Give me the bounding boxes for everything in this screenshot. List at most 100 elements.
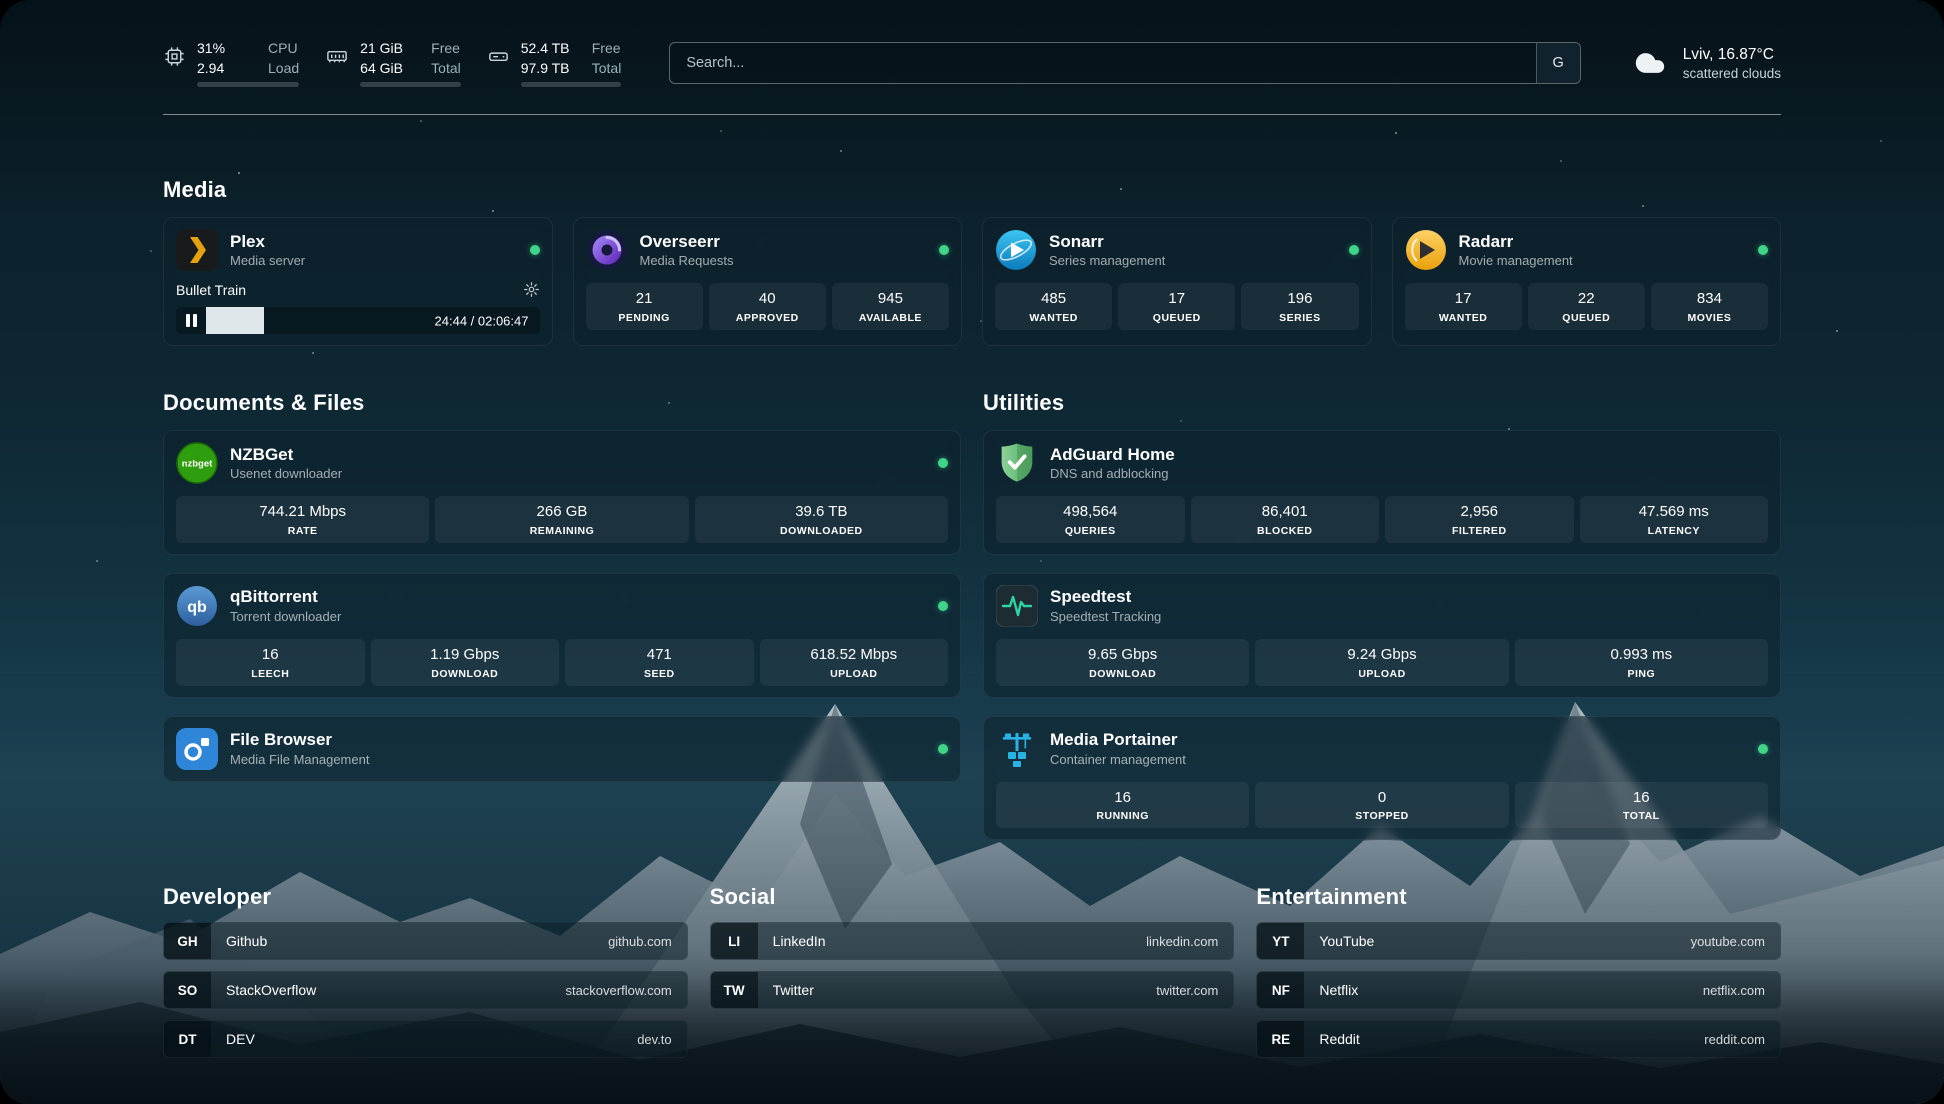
stat-wanted: 17 WANTED	[1404, 283, 1522, 330]
stat-value: 86,401	[1261, 503, 1308, 520]
pause-icon[interactable]	[186, 314, 197, 327]
bookmark-name: Github	[226, 933, 268, 950]
bookmark-abbr: TW	[710, 972, 758, 1009]
bookmark-github[interactable]: GH Github github.com	[163, 922, 688, 961]
speedtest-icon	[996, 584, 1038, 627]
stat-label: MOVIES	[1687, 311, 1732, 324]
bookmark-stackoverflow[interactable]: SO StackOverflow stackoverflow.com	[163, 971, 688, 1010]
stat-label: SEED	[643, 667, 675, 680]
stat-value: 17	[1168, 290, 1186, 307]
disk-progress-bar	[520, 81, 622, 87]
app-card-radarr[interactable]: Radarr Movie management 17 WANTED 22 QUEUE…	[1391, 217, 1781, 346]
stat-label: REMAINING	[529, 524, 595, 537]
stat-movies: 834 MOVIES	[1650, 283, 1769, 330]
bookmark-url: dev.to	[637, 1031, 672, 1047]
bookmark-url: github.com	[608, 933, 672, 949]
bookmark-name: Reddit	[1319, 1031, 1360, 1048]
stat-available: 945 AVAILABLE	[831, 283, 950, 330]
stat-value: 16	[1114, 788, 1131, 806]
ram-progress-bar	[360, 81, 461, 87]
documents-section: Documents & Files nzbget NZBGet Usenet d…	[163, 390, 961, 782]
bookmark-dev[interactable]: DT DEV dev.to	[163, 1020, 688, 1059]
status-online-dot	[1348, 245, 1359, 255]
ram-free: 21 GiB	[360, 40, 403, 57]
bookmark-reddit[interactable]: RE Reddit reddit.com	[1256, 1020, 1781, 1059]
stat-latency: 47.569 ms LATENCY	[1579, 496, 1768, 543]
stat-download: 1.19 Gbps DOWNLOAD	[370, 638, 559, 686]
weather-widget: Lviv, 16.87°C scattered clouds	[1629, 46, 1781, 81]
section-heading-utilities: Utilities	[983, 390, 1065, 415]
media-section: Media Plex Media server Bullet	[163, 177, 1781, 346]
bookmark-linkedin[interactable]: LI LinkedIn linkedin.com	[709, 922, 1235, 961]
bookmark-twitter[interactable]: TW Twitter twitter.com	[709, 971, 1235, 1010]
stat-remaining: 266 GB REMAINING	[435, 496, 689, 543]
app-subtitle: Speedtest Tracking	[1050, 609, 1162, 625]
app-card-portainer[interactable]: Media Portainer Container management 16 R…	[983, 715, 1781, 841]
stat-label: UPLOAD	[830, 667, 878, 680]
status-online-dot	[529, 245, 540, 255]
bookmark-youtube[interactable]: YT YouTube youtube.com	[1256, 922, 1781, 961]
stat-label: WANTED	[1438, 311, 1488, 324]
stat-label: AVAILABLE	[858, 311, 922, 324]
search-engine-button[interactable]: G	[1535, 43, 1580, 83]
stat-wanted: 485 WANTED	[995, 283, 1113, 330]
playback-seek-bar[interactable]: 24:44 / 02:06:47	[176, 307, 540, 334]
stat-value: 0.993 ms	[1610, 645, 1673, 663]
stat-rate: 744.21 Mbps RATE	[176, 496, 430, 543]
app-name: Plex	[230, 231, 265, 251]
bookmark-name: StackOverflow	[226, 982, 317, 999]
stat-value: 744.21 Mbps	[259, 503, 347, 520]
bookmark-netflix[interactable]: NF Netflix netflix.com	[1256, 971, 1781, 1010]
app-card-sonarr[interactable]: Sonarr Series management 485 WANTED 17 QUE…	[982, 217, 1372, 346]
app-name: File Browser	[230, 730, 333, 750]
search-bar: G	[669, 42, 1581, 84]
app-card-speedtest[interactable]: Speedtest Speedtest Tracking 9.65 Gbps DO…	[983, 572, 1781, 698]
app-name: Media Portainer	[1050, 730, 1178, 750]
app-name: qBittorrent	[230, 587, 318, 607]
bookmark-name: Netflix	[1319, 982, 1359, 999]
portainer-icon	[996, 728, 1038, 770]
cpu-percent: 31%	[197, 40, 226, 57]
section-heading-developer: Developer	[163, 884, 272, 910]
status-online-dot	[938, 600, 948, 611]
disk-total-label: Total	[591, 59, 622, 76]
bookmark-url: linkedin.com	[1146, 933, 1219, 949]
stat-value: 266 GB	[536, 503, 588, 520]
stat-value: 17	[1454, 290, 1472, 307]
top-bar: 31% CPU 2.94 Load 21 GiB Free 64 GiB Total	[163, 36, 1781, 90]
hard-drive-icon	[487, 39, 510, 68]
stat-ping: 0.993 ms PING	[1514, 638, 1768, 686]
search-input[interactable]	[670, 55, 1536, 71]
stat-upload: 9.24 Gbps UPLOAD	[1255, 638, 1509, 686]
status-online-dot	[1758, 245, 1768, 255]
stat-pending: 21 PENDING	[585, 283, 703, 330]
bookmark-abbr: SO	[164, 972, 211, 1009]
cpu-widget: 31% CPU 2.94 Load	[163, 39, 300, 87]
stat-value: 9.24 Gbps	[1347, 645, 1417, 663]
stat-label: LATENCY	[1647, 524, 1700, 537]
stat-label: STOPPED	[1355, 810, 1409, 823]
app-card-filebrowser[interactable]: File Browser Media File Management	[163, 715, 961, 782]
app-card-overseerr[interactable]: Overseerr Media Requests 21 PENDING 40 APP…	[572, 217, 962, 346]
section-heading-social: Social	[709, 884, 776, 910]
media-card-grid: Plex Media server Bullet Train	[163, 217, 1781, 346]
settings-gear-icon[interactable]	[523, 281, 540, 298]
disk-total: 97.9 TB	[520, 59, 570, 76]
bookmark-abbr: DT	[164, 1021, 211, 1058]
stat-leech: 16 LEECH	[176, 638, 365, 686]
app-card-nzbget[interactable]: nzbget NZBGet Usenet downloader 744.21 M…	[163, 430, 961, 555]
app-card-plex[interactable]: Plex Media server Bullet Train	[163, 217, 553, 346]
disk-free-label: Free	[591, 40, 621, 57]
app-name: Sonarr	[1049, 231, 1104, 251]
app-subtitle: Series management	[1049, 253, 1166, 269]
stat-label: PENDING	[618, 311, 670, 324]
app-subtitle: Torrent downloader	[230, 609, 342, 625]
stat-value: 22	[1577, 290, 1595, 307]
app-card-qbittorrent[interactable]: qb qBittorrent Torrent downloader 16 LEEC…	[163, 572, 961, 698]
app-card-adguard[interactable]: AdGuard Home DNS and adblocking 498,564 Q…	[983, 430, 1781, 555]
stat-value: 834	[1696, 290, 1722, 307]
app-subtitle: Media File Management	[230, 751, 370, 767]
status-online-dot	[938, 743, 948, 754]
cpu-label: CPU	[268, 40, 298, 57]
